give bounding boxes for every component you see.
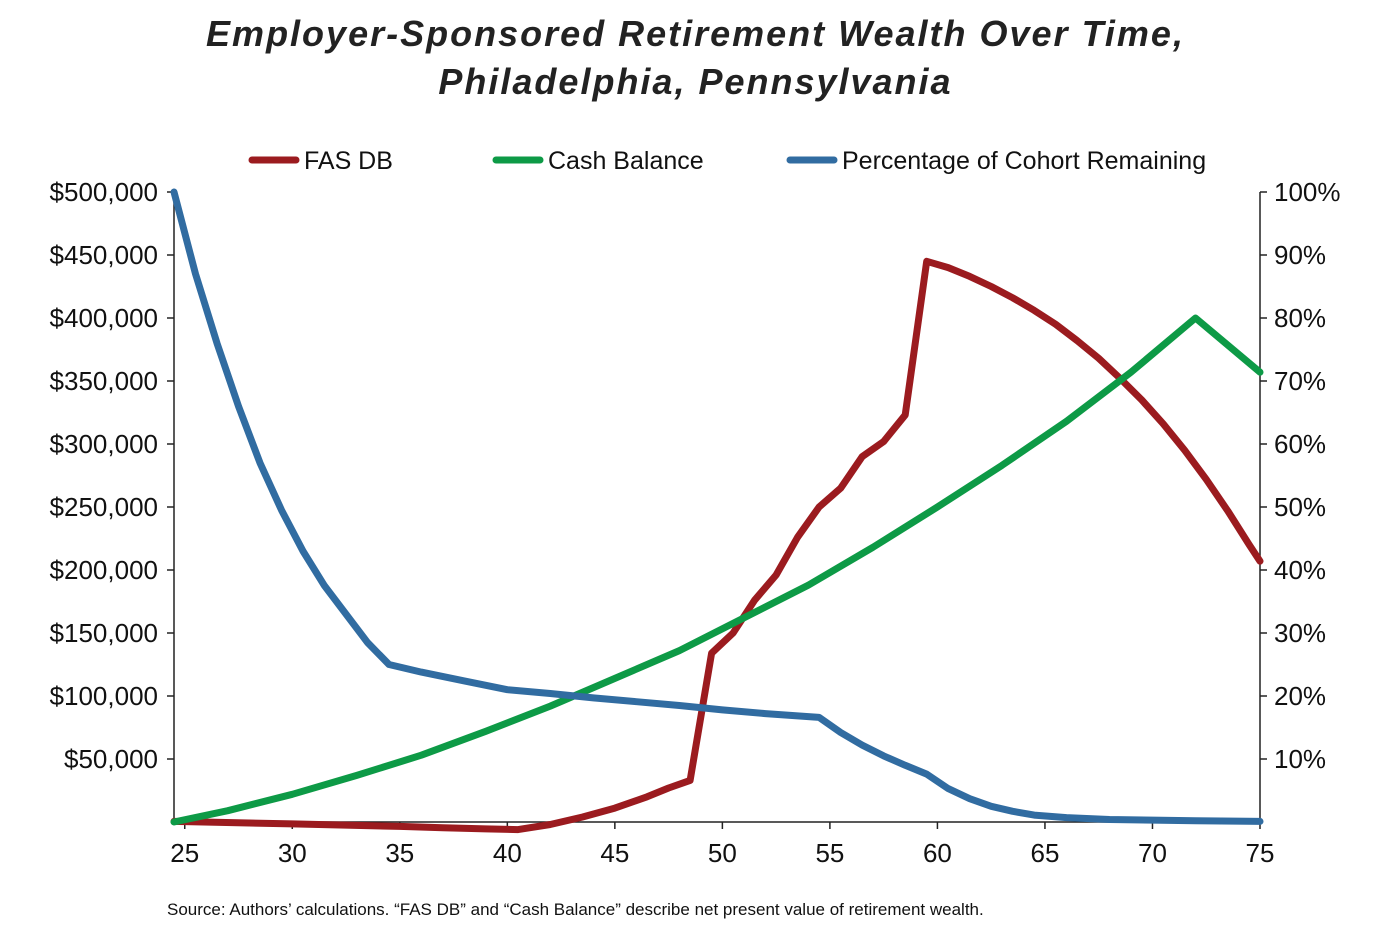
y-left-tick-label: $450,000 (50, 240, 158, 270)
y-right-tick-label: 80% (1274, 303, 1326, 333)
y-right-tick-label: 10% (1274, 744, 1326, 774)
chart-title-line-1: Employer-Sponsored Retirement Wealth Ove… (206, 13, 1185, 54)
y-right-tick-label: 70% (1274, 366, 1326, 396)
y-left-tick-label: $300,000 (50, 429, 158, 459)
axes: 25 30 35 40 45 50 55 60 65 70 75 $50,000 $100,000 $15… (50, 177, 1341, 868)
legend-label-percentage-of-cohort-remaining: Percentage of Cohort Remaining (842, 147, 1206, 175)
legend-label-fas-db: FAS DB (304, 147, 393, 175)
series-line-percentage-of-cohort-remaining (170, 188, 1264, 825)
y-left-tick-label: $150,000 (50, 618, 158, 648)
y-left-tick-label: $400,000 (50, 303, 158, 333)
x-tick-label: 65 (1030, 838, 1059, 868)
y-left-tick-label: $500,000 (50, 177, 158, 207)
y-right-tick-label: 20% (1274, 681, 1326, 711)
y-left-tick-label: $200,000 (50, 555, 158, 585)
y-right-tick-label: 100% (1274, 177, 1341, 207)
x-tick-label: 35 (385, 838, 414, 868)
legend-label-cash-balance: Cash Balance (548, 147, 704, 175)
y-left-tick-label: $50,000 (64, 744, 158, 774)
y-right-tick-label: 40% (1274, 555, 1326, 585)
chart-title: Employer-Sponsored Retirement Wealth Ove… (0, 10, 1391, 106)
x-tick-label: 70 (1138, 838, 1167, 868)
y-right-tick-label: 60% (1274, 429, 1326, 459)
y-right-tick-label: 50% (1274, 492, 1326, 522)
y-right-tick-label: 90% (1274, 240, 1326, 270)
y-right-tick-label: 30% (1274, 618, 1326, 648)
legend: FAS DB Cash Balance Percentage of Cohort R… (248, 147, 1206, 175)
x-tick-label: 25 (170, 838, 199, 868)
series-line-fas-db (170, 257, 1264, 834)
y-left-tick-label: $250,000 (50, 492, 158, 522)
source-note: Source: Authors’ calculations. “FAS DB” … (167, 900, 984, 919)
y-left-tick-label: $100,000 (50, 681, 158, 711)
chart-title-line-2: Philadelphia, Pennsylvania (438, 61, 953, 102)
x-tick-label: 50 (708, 838, 737, 868)
x-tick-label: 60 (923, 838, 952, 868)
x-tick-label: 45 (600, 838, 629, 868)
x-tick-label: 55 (815, 838, 844, 868)
x-tick-label: 40 (493, 838, 522, 868)
x-tick-label: 30 (278, 838, 307, 868)
y-left-tick-label: $350,000 (50, 366, 158, 396)
x-tick-label: 75 (1246, 838, 1275, 868)
series-line-cash-balance (170, 314, 1264, 826)
series-lines (170, 188, 1264, 834)
